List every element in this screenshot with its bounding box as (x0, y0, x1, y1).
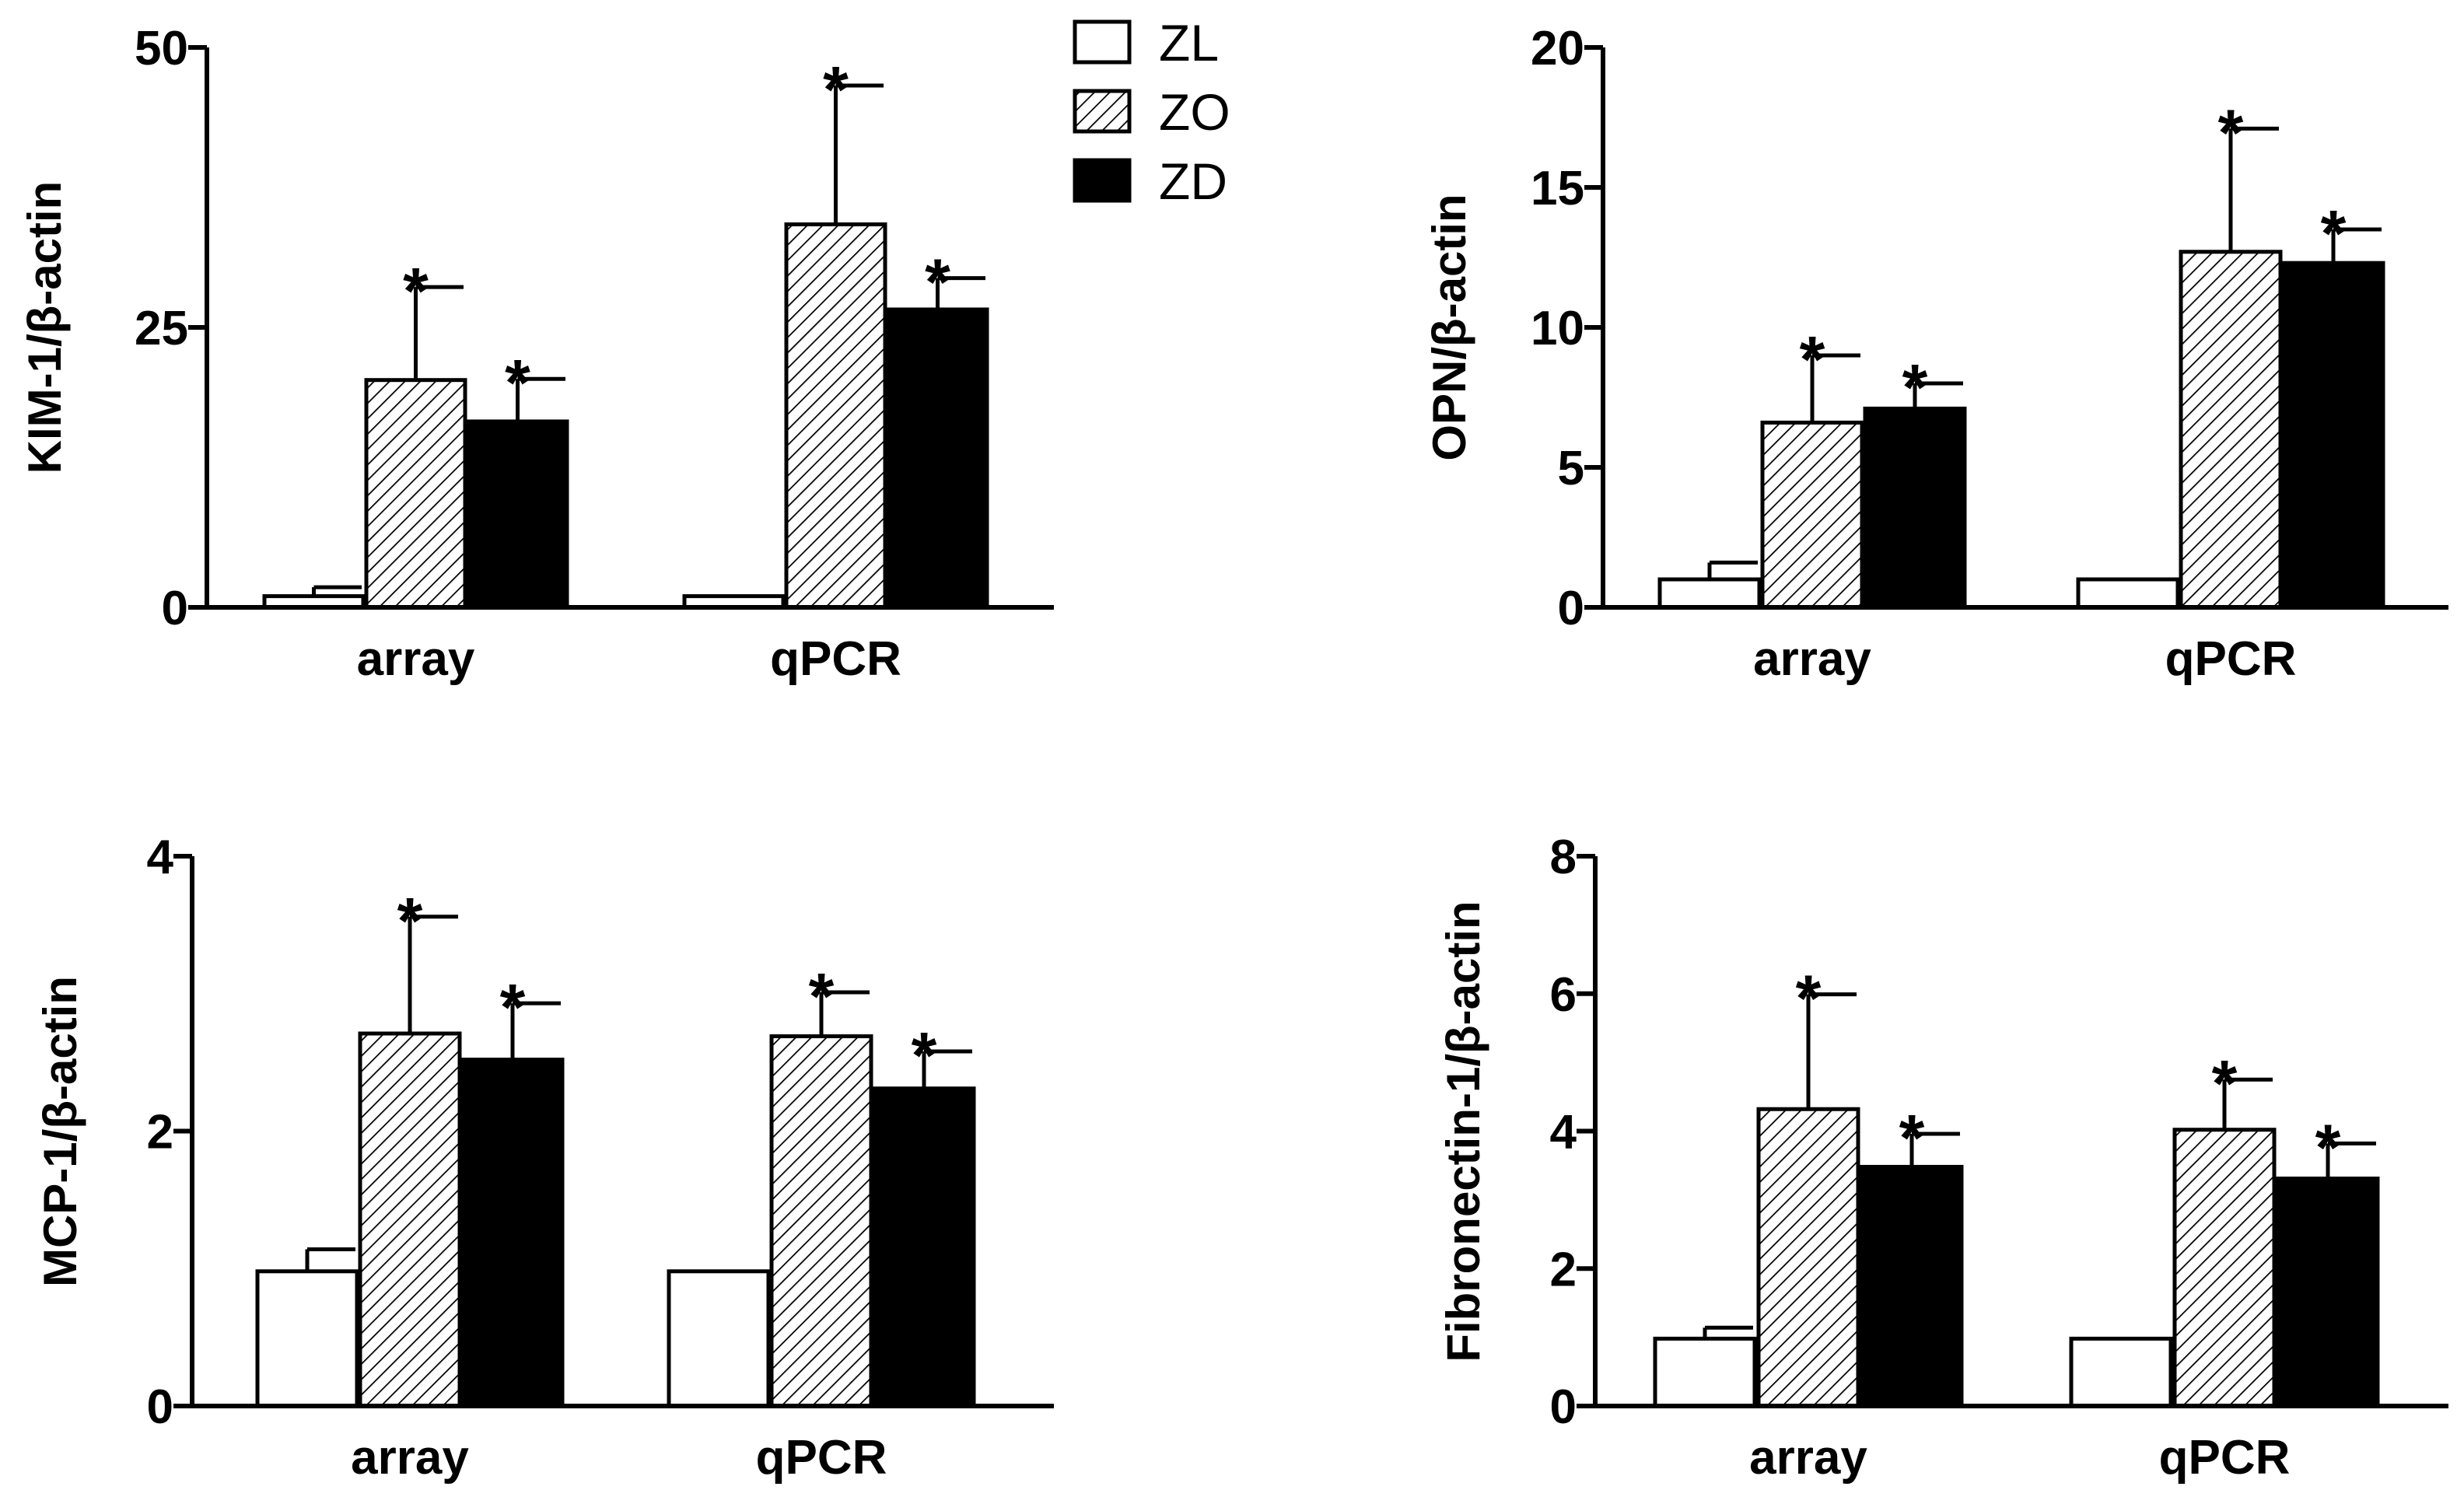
y-tick-label: 0 (162, 582, 188, 635)
legend-swatch-zo (1073, 89, 1132, 134)
legend-swatch-zl (1073, 19, 1132, 65)
bar-zl (667, 1269, 771, 1408)
y-axis-title: MCP-1/β-actin (34, 976, 86, 1287)
bar-zl (1653, 1336, 1757, 1408)
bar-zl (255, 1269, 359, 1408)
category-label: array (351, 1431, 469, 1485)
y-axis-title: OPN/β-actin (1423, 194, 1475, 460)
bar-zl (1657, 577, 1762, 610)
y-tick-label: 2 (147, 1106, 173, 1159)
bar-zo (1756, 1107, 1860, 1408)
significance-star: * (2218, 96, 2244, 169)
category-label: qPCR (2159, 1431, 2291, 1485)
legend-label-zo: ZO (1159, 83, 1230, 141)
bar-zd (886, 307, 989, 610)
y-axis-title: KIM-1/β-actin (19, 181, 71, 474)
bar-zd (460, 1058, 565, 1408)
significance-star: * (823, 53, 849, 126)
bar-zo (784, 222, 887, 610)
bar-zo (769, 1034, 873, 1408)
y-tick-label: 6 (1550, 968, 1577, 1022)
chart-kim1: * * * * 0 25 50 array qPCR KIM-1/β-actin (19, 22, 1054, 686)
significance-star: * (1899, 1101, 1925, 1174)
significance-star: * (2212, 1047, 2238, 1120)
y-tick-label: 8 (1550, 831, 1577, 884)
significance-star: * (809, 960, 835, 1033)
legend-label-zl: ZL (1159, 14, 1219, 72)
bar-zo (2172, 1128, 2277, 1408)
category-label: qPCR (756, 1431, 887, 1485)
significance-star: * (2315, 1111, 2341, 1184)
y-axis-title: Fibronectin-1/β-actin (1437, 901, 1489, 1362)
y-tick-label: 5 (1558, 442, 1584, 495)
significance-star: * (1796, 962, 1822, 1035)
bar-zl (2076, 577, 2180, 610)
category-label: array (357, 632, 475, 686)
y-tick-label: 4 (1550, 1106, 1577, 1159)
significance-star: * (1800, 323, 1825, 396)
significance-star: * (397, 884, 423, 957)
bar-zo (364, 378, 467, 610)
bar-zl (2069, 1336, 2173, 1408)
chart-opn: * * * * 0 5 10 15 20 array qPCR OPN/β-actin (1423, 22, 2448, 686)
significance-star: * (505, 346, 530, 419)
bar-zo (1760, 420, 1864, 610)
legend-swatch-zd (1073, 158, 1132, 203)
bar-zd (872, 1086, 976, 1408)
category-label: qPCR (770, 632, 901, 686)
significance-star: * (403, 254, 429, 327)
y-tick-label: 10 (1531, 302, 1584, 355)
y-tick-label: 20 (1531, 22, 1584, 75)
y-tick-label: 0 (1550, 1380, 1577, 1434)
bar-zd (466, 419, 569, 610)
category-label: qPCR (2165, 632, 2297, 686)
significance-star: * (500, 971, 526, 1044)
y-tick-label: 2 (1550, 1243, 1577, 1296)
legend: ZL ZO ZD (1073, 14, 1230, 210)
bar-zd (2281, 261, 2385, 610)
significance-star: * (912, 1019, 937, 1092)
category-label: array (1753, 632, 1871, 686)
significance-star: * (925, 246, 950, 319)
significance-star: * (1902, 351, 1928, 424)
legend-label-zd: ZD (1159, 152, 1227, 210)
y-tick-label: 50 (135, 22, 188, 75)
bar-zd (2276, 1176, 2380, 1408)
category-label: array (1749, 1431, 1867, 1485)
chart-mcp1: * * * * 0 2 4 array qPCR MCP-1/β-actin (34, 831, 1054, 1485)
bar-zo (358, 1031, 462, 1408)
bar-zd (1863, 406, 1967, 610)
y-tick-label: 25 (135, 302, 188, 355)
chart-fibronectin1: * * * * 0 2 4 6 8 array qPCR Fibronectin-1/β-actin (1437, 831, 2448, 1485)
bar-zd (1860, 1164, 1964, 1408)
bar-zo (2179, 250, 2283, 610)
y-tick-label: 0 (147, 1380, 173, 1434)
y-tick-label: 4 (147, 831, 174, 884)
significance-star: * (2321, 197, 2347, 270)
y-tick-label: 0 (1558, 582, 1584, 635)
y-tick-label: 15 (1531, 162, 1584, 215)
